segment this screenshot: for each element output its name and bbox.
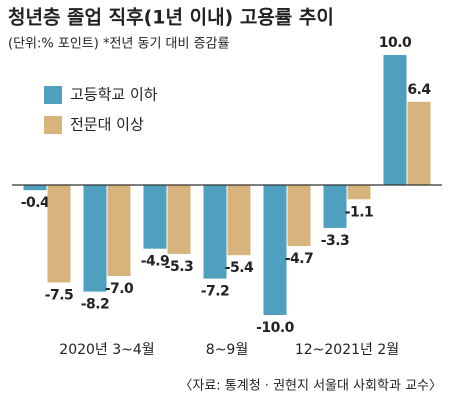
value-label: -3.3	[321, 233, 350, 249]
x-tick-label: 2020년 3~4월	[59, 342, 154, 358]
chart-subtitle: (단위:% 포인트) *전년 동기 대비 증감률	[8, 37, 230, 52]
value-label: -8.2	[81, 297, 110, 313]
value-label: -7.0	[105, 281, 134, 297]
value-label: -4.7	[285, 251, 314, 267]
bar	[407, 101, 431, 185]
bar	[143, 185, 167, 249]
value-label: -7.2	[201, 284, 230, 300]
bar	[83, 185, 107, 292]
value-label: -5.4	[225, 260, 254, 276]
chart-title: 청년층 졸업 직후(1년 이내) 고용률 추이	[8, 7, 334, 29]
value-label: -10.0	[256, 320, 295, 336]
legend-label: 전문대 이상	[70, 116, 144, 134]
value-label: 6.4	[407, 82, 431, 98]
value-label: -0.4	[21, 195, 50, 211]
legend-box	[38, 78, 220, 142]
value-label: 10.0	[379, 35, 412, 51]
bar	[323, 185, 347, 228]
bar	[263, 185, 287, 315]
legend-swatch	[44, 86, 62, 104]
legend-label: 고등학교 이하	[70, 86, 158, 104]
bar	[167, 185, 191, 254]
bar	[23, 185, 47, 191]
bar	[107, 185, 131, 276]
value-label: -4.9	[141, 254, 170, 270]
x-tick-label: 8~9월	[206, 342, 248, 358]
bar	[383, 55, 407, 185]
value-label: -5.3	[165, 259, 194, 275]
bar	[347, 185, 371, 200]
bar	[47, 185, 71, 283]
value-label: -1.1	[345, 204, 374, 220]
legend-swatch	[44, 116, 62, 134]
bar	[287, 185, 311, 247]
bar	[203, 185, 227, 279]
bar	[227, 185, 251, 256]
x-tick-label: 12~2021년 2월	[295, 342, 399, 358]
source: 〈자료: 통계청 · 권현지 서울대 사회학과 교수〉	[179, 379, 442, 394]
value-label: -7.5	[45, 288, 74, 304]
